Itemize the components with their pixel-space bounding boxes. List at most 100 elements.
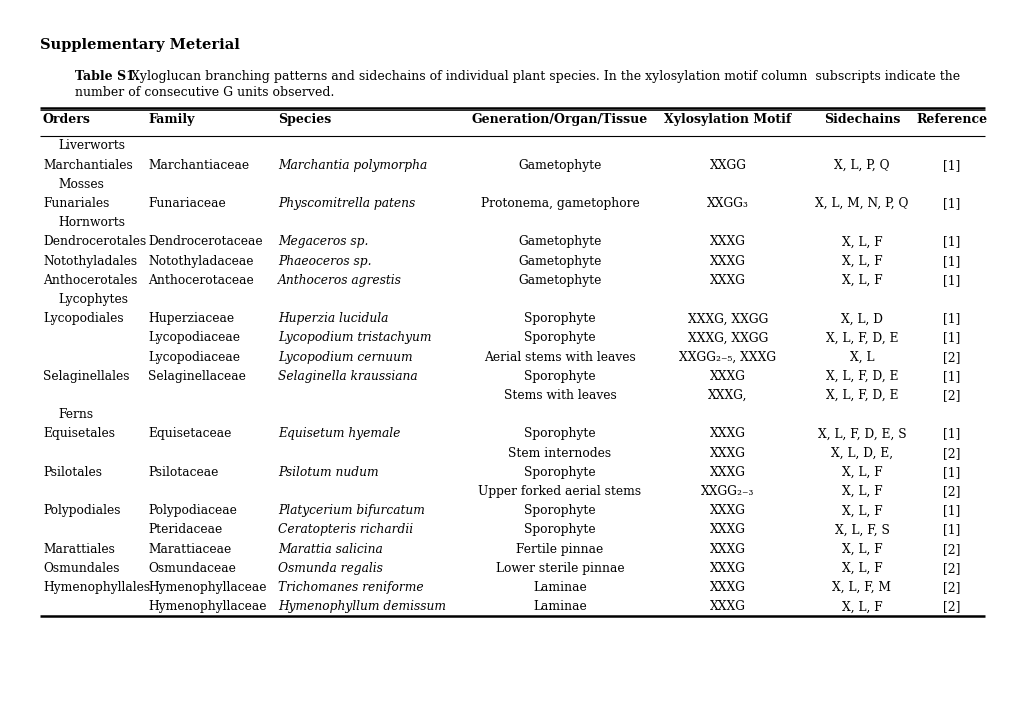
Text: Fertile pinnae: Fertile pinnae	[516, 543, 603, 556]
Text: Hymenophyllum demissum: Hymenophyllum demissum	[278, 601, 445, 614]
Text: Huperzia lucidula: Huperzia lucidula	[278, 312, 388, 325]
Text: Upper forked aerial stems: Upper forked aerial stems	[478, 485, 641, 498]
Text: Anthocerotaceae: Anthocerotaceae	[148, 274, 254, 287]
Text: Notothyladales: Notothyladales	[43, 255, 137, 267]
Text: X, L, F: X, L, F	[841, 236, 881, 249]
Text: Ferns: Ferns	[58, 408, 93, 421]
Text: Marattia salicina: Marattia salicina	[278, 543, 382, 556]
Text: Psilotales: Psilotales	[43, 466, 102, 479]
Text: [1]: [1]	[943, 504, 960, 517]
Text: X, L: X, L	[849, 350, 873, 363]
Text: X, L, F: X, L, F	[841, 543, 881, 556]
Text: Sporophyte: Sporophyte	[524, 428, 595, 441]
Text: Ceratopteris richardii: Ceratopteris richardii	[278, 523, 413, 536]
Text: Protonema, gametophore: Protonema, gametophore	[480, 197, 639, 210]
Text: [1]: [1]	[943, 197, 960, 210]
Text: Osmundaceae: Osmundaceae	[148, 562, 235, 575]
Text: Psilotum nudum: Psilotum nudum	[278, 466, 378, 479]
Text: Lycopodiales: Lycopodiales	[43, 312, 123, 325]
Text: XXXG: XXXG	[709, 601, 745, 614]
Text: Equisetum hyemale: Equisetum hyemale	[278, 428, 400, 441]
Text: Osmunda regalis: Osmunda regalis	[278, 562, 382, 575]
Text: Laminae: Laminae	[533, 581, 586, 594]
Text: Sporophyte: Sporophyte	[524, 466, 595, 479]
Text: Anthoceros agrestis: Anthoceros agrestis	[278, 274, 401, 287]
Text: X, L, F, D, E: X, L, F, D, E	[825, 389, 898, 402]
Text: Sporophyte: Sporophyte	[524, 312, 595, 325]
Text: [2]: [2]	[943, 350, 960, 363]
Text: Family: Family	[148, 113, 195, 126]
Text: [1]: [1]	[943, 255, 960, 267]
Text: Equisetales: Equisetales	[43, 428, 115, 441]
Text: [1]: [1]	[943, 332, 960, 345]
Text: [2]: [2]	[943, 562, 960, 575]
Text: XXXG: XXXG	[709, 504, 745, 517]
Text: Marchantiales: Marchantiales	[43, 159, 132, 172]
Text: number of consecutive G units observed.: number of consecutive G units observed.	[75, 86, 334, 99]
Text: Xyloglucan branching patterns and sidechains of individual plant species. In the: Xyloglucan branching patterns and sidech…	[127, 70, 959, 83]
Text: Hymenophyllaceae: Hymenophyllaceae	[148, 601, 266, 614]
Text: XXXG: XXXG	[709, 255, 745, 267]
Text: Table S1.: Table S1.	[75, 70, 140, 83]
Text: XXXG: XXXG	[709, 581, 745, 594]
Text: Dendrocerotaceae: Dendrocerotaceae	[148, 236, 262, 249]
Text: X, L, F: X, L, F	[841, 255, 881, 267]
Text: Anthocerotales: Anthocerotales	[43, 274, 138, 287]
Text: X, L, D: X, L, D	[841, 312, 882, 325]
Text: X, L, F, M: X, L, F, M	[832, 581, 891, 594]
Text: X, L, F, D, E: X, L, F, D, E	[825, 332, 898, 345]
Text: [2]: [2]	[943, 485, 960, 498]
Text: Huperziaceae: Huperziaceae	[148, 312, 234, 325]
Text: X, L, F: X, L, F	[841, 485, 881, 498]
Text: Equisetaceae: Equisetaceae	[148, 428, 231, 441]
Text: XXXG,: XXXG,	[707, 389, 747, 402]
Text: X, L, D, E,: X, L, D, E,	[830, 447, 893, 460]
Text: X, L, F: X, L, F	[841, 504, 881, 517]
Text: X, L, F, D, E: X, L, F, D, E	[825, 370, 898, 383]
Text: Generation/Organ/Tissue: Generation/Organ/Tissue	[472, 113, 647, 126]
Text: [1]: [1]	[943, 312, 960, 325]
Text: XXXG: XXXG	[709, 466, 745, 479]
Text: Marattiales: Marattiales	[43, 543, 115, 556]
Text: X, L, F, S: X, L, F, S	[834, 523, 889, 536]
Text: XXXG: XXXG	[709, 523, 745, 536]
Text: Hornworts: Hornworts	[58, 216, 125, 229]
Text: Lycopodium cernuum: Lycopodium cernuum	[278, 350, 413, 363]
Text: X, L, F: X, L, F	[841, 466, 881, 479]
Text: [1]: [1]	[943, 236, 960, 249]
Text: X, L, F: X, L, F	[841, 562, 881, 575]
Text: Platycerium bifurcatum: Platycerium bifurcatum	[278, 504, 425, 517]
Text: Species: Species	[278, 113, 331, 126]
Text: Lycopodiaceae: Lycopodiaceae	[148, 350, 239, 363]
Text: XXGG₃: XXGG₃	[706, 197, 748, 210]
Text: [1]: [1]	[943, 466, 960, 479]
Text: Reference: Reference	[915, 113, 986, 126]
Text: Polypodiaceae: Polypodiaceae	[148, 504, 236, 517]
Text: XXXG: XXXG	[709, 236, 745, 249]
Text: XXXG: XXXG	[709, 274, 745, 287]
Text: XXXG: XXXG	[709, 370, 745, 383]
Text: XXXG: XXXG	[709, 447, 745, 460]
Text: XXXG: XXXG	[709, 428, 745, 441]
Text: Gametophyte: Gametophyte	[518, 274, 601, 287]
Text: XXGG₂₋₅, XXXG: XXGG₂₋₅, XXXG	[679, 350, 775, 363]
Text: XXXG: XXXG	[709, 562, 745, 575]
Text: Aerial stems with leaves: Aerial stems with leaves	[484, 350, 635, 363]
Text: Mosses: Mosses	[58, 178, 104, 191]
Text: Osmundales: Osmundales	[43, 562, 119, 575]
Text: [2]: [2]	[943, 447, 960, 460]
Text: Selaginella kraussiana: Selaginella kraussiana	[278, 370, 417, 383]
Text: X, L, M, N, P, Q: X, L, M, N, P, Q	[814, 197, 908, 210]
Text: Stems with leaves: Stems with leaves	[503, 389, 615, 402]
Text: Liverworts: Liverworts	[58, 139, 125, 152]
Text: XXXG, XXGG: XXXG, XXGG	[687, 312, 767, 325]
Text: X, L, P, Q: X, L, P, Q	[834, 159, 889, 172]
Text: Notothyladaceae: Notothyladaceae	[148, 255, 254, 267]
Text: X, L, F: X, L, F	[841, 274, 881, 287]
Text: X, L, F, D, E, S: X, L, F, D, E, S	[817, 428, 906, 441]
Text: [1]: [1]	[943, 523, 960, 536]
Text: Lower sterile pinnae: Lower sterile pinnae	[495, 562, 624, 575]
Text: Laminae: Laminae	[533, 601, 586, 614]
Text: Funariales: Funariales	[43, 197, 109, 210]
Text: Megaceros sp.: Megaceros sp.	[278, 236, 368, 249]
